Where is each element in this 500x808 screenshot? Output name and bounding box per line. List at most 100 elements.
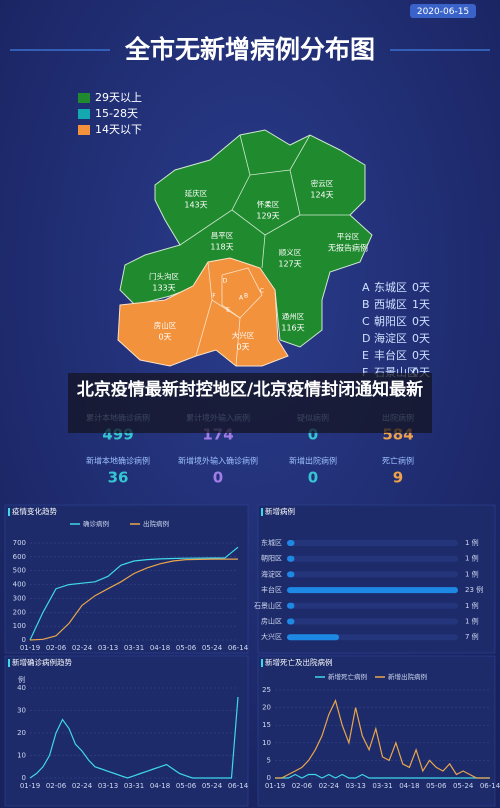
district-name: 怀柔区 [257,199,280,209]
y-tick-label: 10 [262,739,271,747]
x-tick-label: 04-18 [399,782,419,790]
core-letter: B [362,298,370,311]
bar-value-label: 1 例 [465,569,479,578]
bar [287,555,295,562]
core-days: 1天 [412,298,430,311]
x-tick-label: 01-19 [20,782,40,790]
stat-value: 0 [308,426,318,444]
core-letter: E [226,307,230,314]
core-letter: B [244,293,248,300]
green-districts [119,129,373,348]
district-days: 0天 [158,333,171,342]
x-tick-label: 03-13 [98,644,118,652]
x-tick-label: 02-06 [46,644,67,652]
district-days: 116天 [281,324,304,333]
district-name: 顺义区 [279,248,302,257]
bar-track [287,602,458,609]
core-letter: D [362,332,370,345]
core-letter: F [362,366,368,379]
core-letter: D [223,278,228,285]
legend-label: 新增出院病例 [388,672,427,681]
core-letter: F [212,293,216,300]
core-name: 朝阳区 [374,315,407,328]
series-line [29,546,239,641]
core-letter: E [362,349,369,362]
core-letter: A [239,295,244,302]
stat-label: 新增本地确诊病例 [86,456,150,466]
legend-label: 29天以上 [95,91,142,104]
district-days: 133天 [152,284,175,293]
x-tick-label: 06-14 [228,782,249,790]
x-tick-label: 05-06 [426,782,447,790]
y-unit: 例 [18,675,25,684]
y-tick-label: 25 [262,686,271,694]
core-letter: C [260,288,264,295]
title-marker [8,508,10,516]
bar [287,587,458,594]
bar [287,571,295,578]
x-tick-label: 05-06 [176,782,197,790]
x-tick-label: 02-06 [292,782,313,790]
y-tick-label: 500 [13,567,26,575]
bar-track [287,571,458,578]
district-name: 通州区 [282,311,305,321]
bar-value-label: 7 例 [465,632,479,641]
district-days: 0天 [236,343,249,352]
title: 全市无新增病例分布图 [124,35,375,64]
x-tick-label: 03-31 [124,782,144,790]
y-tick-label: 200 [13,608,26,616]
series-line [29,696,239,779]
core-name: 丰台区 [374,348,407,362]
district-name: 房山区 [154,320,177,330]
x-tick-label: 01-19 [20,644,40,652]
x-tick-label: 03-13 [345,782,365,790]
y-tick-label: 5 [267,756,271,764]
district-name: 昌平区 [211,231,234,240]
bar-value-label: 1 例 [465,617,479,626]
x-tick-label: 02-24 [72,782,93,790]
x-tick-label: 06-14 [480,782,500,790]
core-days: 0天 [412,349,430,362]
bar-label: 丰台区 [261,585,282,594]
bar-label: 房山区 [261,617,282,626]
bar-value-label: 23 例 [465,585,483,594]
chart-title: 新增病例 [265,506,295,516]
district-days: 无报告病例 [328,243,368,253]
bar-label: 海淀区 [261,569,282,578]
stat-value: 36 [108,469,129,487]
legend-swatch [78,93,90,103]
series-line [29,558,238,641]
district-name: 平谷区 [337,232,360,241]
core-name: 西城区 [374,298,407,311]
district-name: 大兴区 [232,330,255,340]
legend-label: 出院病例 [143,519,169,528]
bar [287,602,295,609]
x-tick-label: 05-06 [176,644,197,652]
border [261,234,266,269]
y-tick-label: 20 [17,729,26,737]
district-days: 129天 [256,212,279,221]
x-tick-label: 06-14 [228,644,249,652]
title-marker [8,659,10,667]
bar-track [287,618,458,625]
x-tick-label: 04-18 [150,782,170,790]
y-tick-label: 0 [22,636,26,644]
x-tick-label: 05-24 [202,644,223,652]
x-tick-label: 05-24 [453,782,474,790]
bar [287,540,295,546]
y-tick-label: 15 [262,721,271,729]
district-days: 118天 [210,243,233,252]
y-tick-label: 0 [22,774,26,782]
stat-label: 新增出院病例 [289,456,337,466]
title-marker [261,508,263,516]
legend-swatch [78,125,90,135]
panel [257,504,496,654]
core-days: 0天 [412,332,430,345]
legend-label: 确诊病例 [83,519,109,528]
x-tick-label: 03-31 [372,782,392,790]
x-tick-label: 04-18 [150,644,170,652]
stat-value: 9 [393,469,403,487]
x-tick-label: 02-24 [319,782,340,790]
date: 2020-06-15 [417,7,469,17]
